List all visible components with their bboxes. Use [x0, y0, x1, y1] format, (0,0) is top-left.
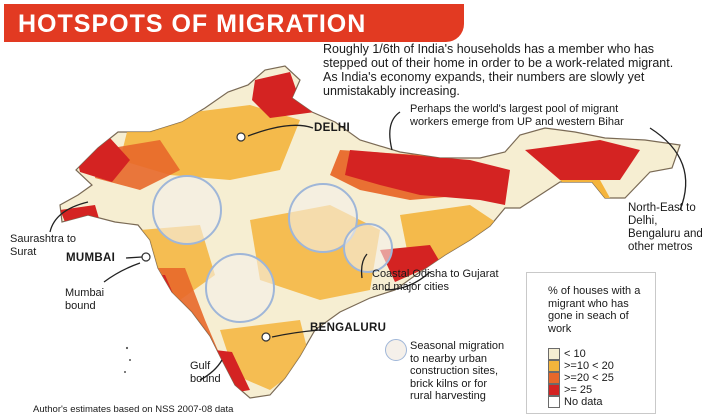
callout-mumbai-bound: Mumbai bound: [65, 287, 105, 312]
red-zone-northeast: [525, 140, 640, 180]
mumbai-marker: [141, 252, 151, 262]
seasonal-circle-mp: [288, 183, 358, 253]
city-label-mumbai: MUMBAI: [66, 252, 116, 264]
bengaluru-arrow: [271, 329, 321, 338]
legend-item: >=20 < 25: [548, 372, 614, 384]
red-zone-kerala: [215, 350, 250, 392]
red-zone-up-bihar: [345, 150, 510, 205]
up-bihar-arrow: [389, 111, 401, 151]
callout-saurashtra: Saurashtra to Surat: [10, 233, 77, 258]
saurashtra-arrow: [49, 201, 89, 233]
seasonal-circle-maharashtra: [205, 253, 275, 323]
island-dots: [124, 346, 131, 373]
legend-item: >=10 < 20: [548, 360, 614, 372]
gulf-bound-arrow: [199, 359, 223, 381]
legend-swatch: [548, 372, 560, 384]
seasonal-circle-odisha: [343, 223, 393, 273]
legend-swatch: [548, 348, 560, 360]
north-east-arrow: [649, 127, 687, 211]
legend-item: >= 25: [548, 384, 592, 396]
mumbai-arrow: [125, 256, 143, 259]
legend-item: No data: [548, 396, 603, 408]
major-cities-arrow: [384, 271, 431, 291]
legend-label: No data: [564, 396, 603, 408]
legend-label: < 10: [564, 348, 586, 360]
callout-arrows: [49, 111, 687, 381]
legend-swatch: [548, 384, 560, 396]
source-footnote: Author's estimates based on NSS 2007-08 …: [33, 404, 234, 415]
legend-label: >=10 < 20: [564, 360, 614, 372]
red-zone-odisha-coast: [380, 245, 440, 282]
callout-seasonal: Seasonal migration to nearby urban const…: [410, 340, 505, 402]
callout-north-east: North-East to Delhi, Bengaluru and other…: [628, 202, 703, 253]
legend-title: % of houses with a migrant who has gone …: [548, 285, 641, 335]
callout-coastal-odisha: Coastal Odisha to Gujarat and major citi…: [372, 268, 499, 293]
callout-up-bihar: Perhaps the world's largest pool of migr…: [410, 103, 624, 128]
city-label-bengaluru: BENGALURU: [310, 322, 387, 334]
callout-gulf-bound: Gulf bound: [190, 360, 221, 385]
page-title: HOTSPOTS OF MIGRATION: [18, 10, 367, 38]
red-zone-himalaya: [252, 72, 315, 118]
legend-item: < 10: [548, 348, 586, 360]
mumbai-bound-arrow: [103, 262, 141, 283]
legend-label: >= 25: [564, 384, 593, 396]
title-bar: HOTSPOTS OF MIGRATION: [4, 4, 464, 42]
delhi-arrow: [247, 124, 314, 137]
legend-label: >=20 < 25: [564, 372, 614, 384]
coastal-odisha-arrow: [360, 253, 368, 279]
legend-swatch: [548, 396, 560, 408]
legend: [526, 272, 656, 414]
orange-zone-south: [220, 320, 310, 390]
city-label-delhi: DELHI: [314, 122, 350, 134]
delhi-marker: [236, 132, 246, 142]
bengaluru-marker: [261, 332, 271, 342]
legend-swatch: [548, 360, 560, 372]
seasonal-circles: [152, 175, 393, 323]
seasonal-circle-gujarat: [152, 175, 222, 245]
intro-text: Roughly 1/6th of India's households has …: [323, 42, 674, 98]
seasonal-circle-icon: [385, 339, 407, 361]
